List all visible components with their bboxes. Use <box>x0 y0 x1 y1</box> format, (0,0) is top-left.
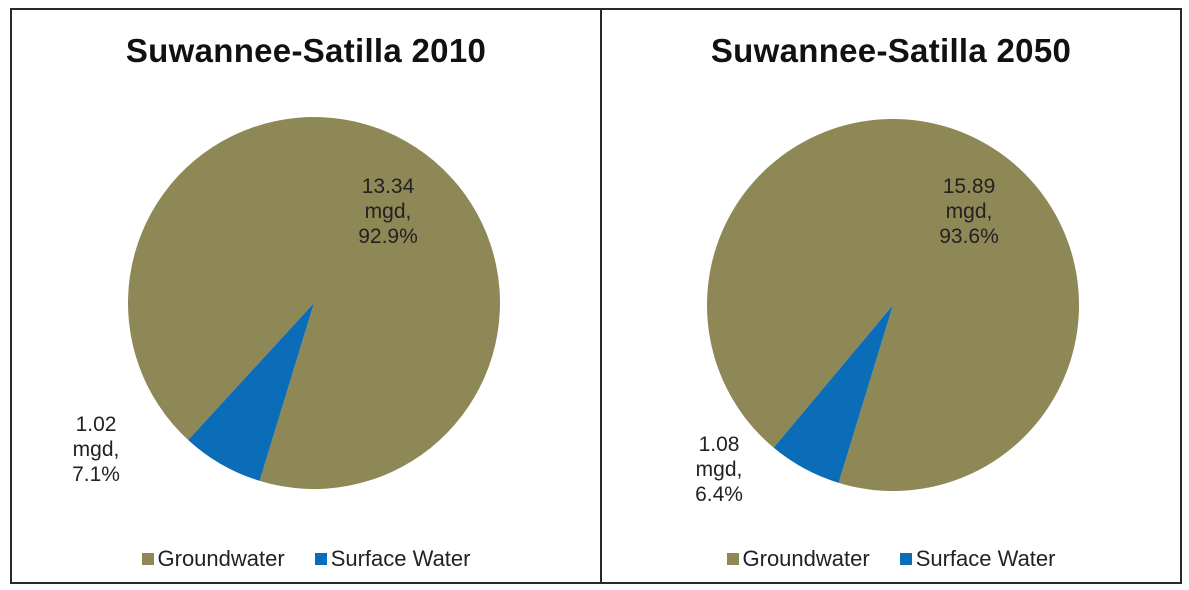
data-label-surface-water: 7.1% <box>72 463 120 486</box>
chart-title: Suwannee-Satilla 2050 <box>710 32 1072 69</box>
data-label-groundwater: mgd, <box>946 200 993 223</box>
legend-label: Groundwater <box>742 546 870 571</box>
legend-item-groundwater: Groundwater <box>141 546 285 572</box>
chart-title: Suwannee-Satilla 2010 <box>125 32 487 69</box>
legend-label: Surface Water <box>915 546 1056 571</box>
data-label-surface-water: mgd, <box>696 458 743 481</box>
data-label-groundwater: 13.34 <box>362 175 415 198</box>
data-label-groundwater: mgd, <box>365 200 412 223</box>
legend-item-groundwater: Groundwater <box>726 546 870 572</box>
legend-label: Surface Water <box>330 546 471 571</box>
data-label-surface-water: 6.4% <box>695 483 743 506</box>
legend: Groundwater Surface Water <box>602 546 1180 572</box>
legend-item-surface-water: Surface Water <box>899 546 1056 572</box>
pie-slice-groundwater <box>128 117 501 489</box>
legend-swatch-groundwater <box>141 553 154 565</box>
data-label-groundwater: 93.6% <box>939 225 999 248</box>
pie-slice-surface-water <box>188 303 314 481</box>
data-label-surface-water: 1.08 <box>699 433 740 456</box>
legend-swatch-surface-water <box>899 553 912 565</box>
data-label-surface-water: mgd, <box>73 438 120 461</box>
chart-panel-2050: Suwannee-Satilla 2050 15.89 mgd, 93.6% 1.08… <box>600 8 1182 584</box>
legend-swatch-groundwater <box>726 553 739 565</box>
chart-panel-2010: Suwannee-Satilla 2010 13.34 mgd, 92.9% 1.02… <box>10 8 602 584</box>
data-label-surface-water: 1.02 <box>76 413 117 436</box>
data-label-groundwater: 92.9% <box>358 225 418 248</box>
legend: Groundwater Surface Water <box>12 546 600 572</box>
legend-label: Groundwater <box>157 546 285 571</box>
legend-item-surface-water: Surface Water <box>314 546 471 572</box>
pie-slice-surface-water <box>773 305 893 483</box>
data-label-groundwater: 15.89 <box>943 175 996 198</box>
pie-slice-groundwater <box>706 119 1079 492</box>
legend-swatch-surface-water <box>314 553 327 565</box>
